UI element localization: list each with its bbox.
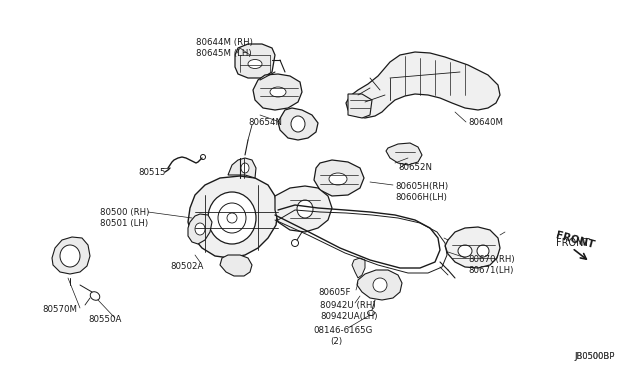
- Text: FRONT: FRONT: [554, 230, 595, 250]
- Text: JB0500BP: JB0500BP: [574, 352, 614, 361]
- Polygon shape: [253, 74, 302, 110]
- Ellipse shape: [270, 87, 286, 97]
- Text: 80645M (LH): 80645M (LH): [196, 49, 252, 58]
- Polygon shape: [346, 52, 500, 118]
- Text: FRONT: FRONT: [556, 238, 589, 248]
- Text: 80671(LH): 80671(LH): [468, 266, 513, 275]
- Text: 80550A: 80550A: [88, 315, 122, 324]
- Text: 80605F: 80605F: [318, 288, 351, 297]
- Text: 80570M: 80570M: [42, 305, 77, 314]
- Ellipse shape: [195, 223, 205, 235]
- Ellipse shape: [367, 311, 374, 315]
- Polygon shape: [445, 227, 500, 268]
- Text: 80606H(LH): 80606H(LH): [395, 193, 447, 202]
- Polygon shape: [357, 270, 402, 300]
- Polygon shape: [188, 176, 278, 258]
- Ellipse shape: [373, 278, 387, 292]
- Text: 80605H(RH): 80605H(RH): [395, 182, 448, 191]
- Text: 08146-6165G: 08146-6165G: [313, 326, 372, 335]
- Text: 80942UA(LH): 80942UA(LH): [320, 312, 378, 321]
- Text: JB0500BP: JB0500BP: [574, 352, 614, 361]
- Polygon shape: [52, 237, 90, 274]
- Polygon shape: [386, 143, 422, 165]
- Ellipse shape: [458, 245, 472, 257]
- Polygon shape: [348, 94, 372, 118]
- Ellipse shape: [291, 116, 305, 132]
- Text: 80942U (RH): 80942U (RH): [320, 301, 376, 310]
- Ellipse shape: [241, 163, 249, 173]
- Text: 80670(RH): 80670(RH): [468, 255, 515, 264]
- Text: 80654N: 80654N: [248, 118, 282, 127]
- Polygon shape: [275, 186, 332, 232]
- Ellipse shape: [218, 203, 246, 233]
- Text: 80500 (RH): 80500 (RH): [100, 208, 149, 217]
- Polygon shape: [235, 44, 275, 78]
- Polygon shape: [228, 158, 256, 178]
- Polygon shape: [278, 108, 318, 140]
- Ellipse shape: [60, 245, 80, 267]
- Ellipse shape: [297, 200, 313, 218]
- Text: 80644M (RH): 80644M (RH): [196, 38, 253, 47]
- Text: 80502A: 80502A: [170, 262, 204, 271]
- Ellipse shape: [208, 192, 256, 244]
- Text: (2): (2): [330, 337, 342, 346]
- Polygon shape: [220, 255, 252, 276]
- Ellipse shape: [329, 173, 347, 185]
- Text: 80652N: 80652N: [398, 163, 432, 172]
- Ellipse shape: [200, 154, 205, 160]
- Polygon shape: [352, 258, 365, 278]
- Ellipse shape: [90, 292, 100, 300]
- Text: 80515: 80515: [138, 168, 166, 177]
- Polygon shape: [188, 214, 212, 244]
- Ellipse shape: [477, 245, 489, 257]
- Text: 80501 (LH): 80501 (LH): [100, 219, 148, 228]
- Ellipse shape: [248, 60, 262, 68]
- Polygon shape: [314, 160, 364, 196]
- Ellipse shape: [227, 213, 237, 223]
- Text: 80640M: 80640M: [468, 118, 503, 127]
- Ellipse shape: [291, 240, 298, 247]
